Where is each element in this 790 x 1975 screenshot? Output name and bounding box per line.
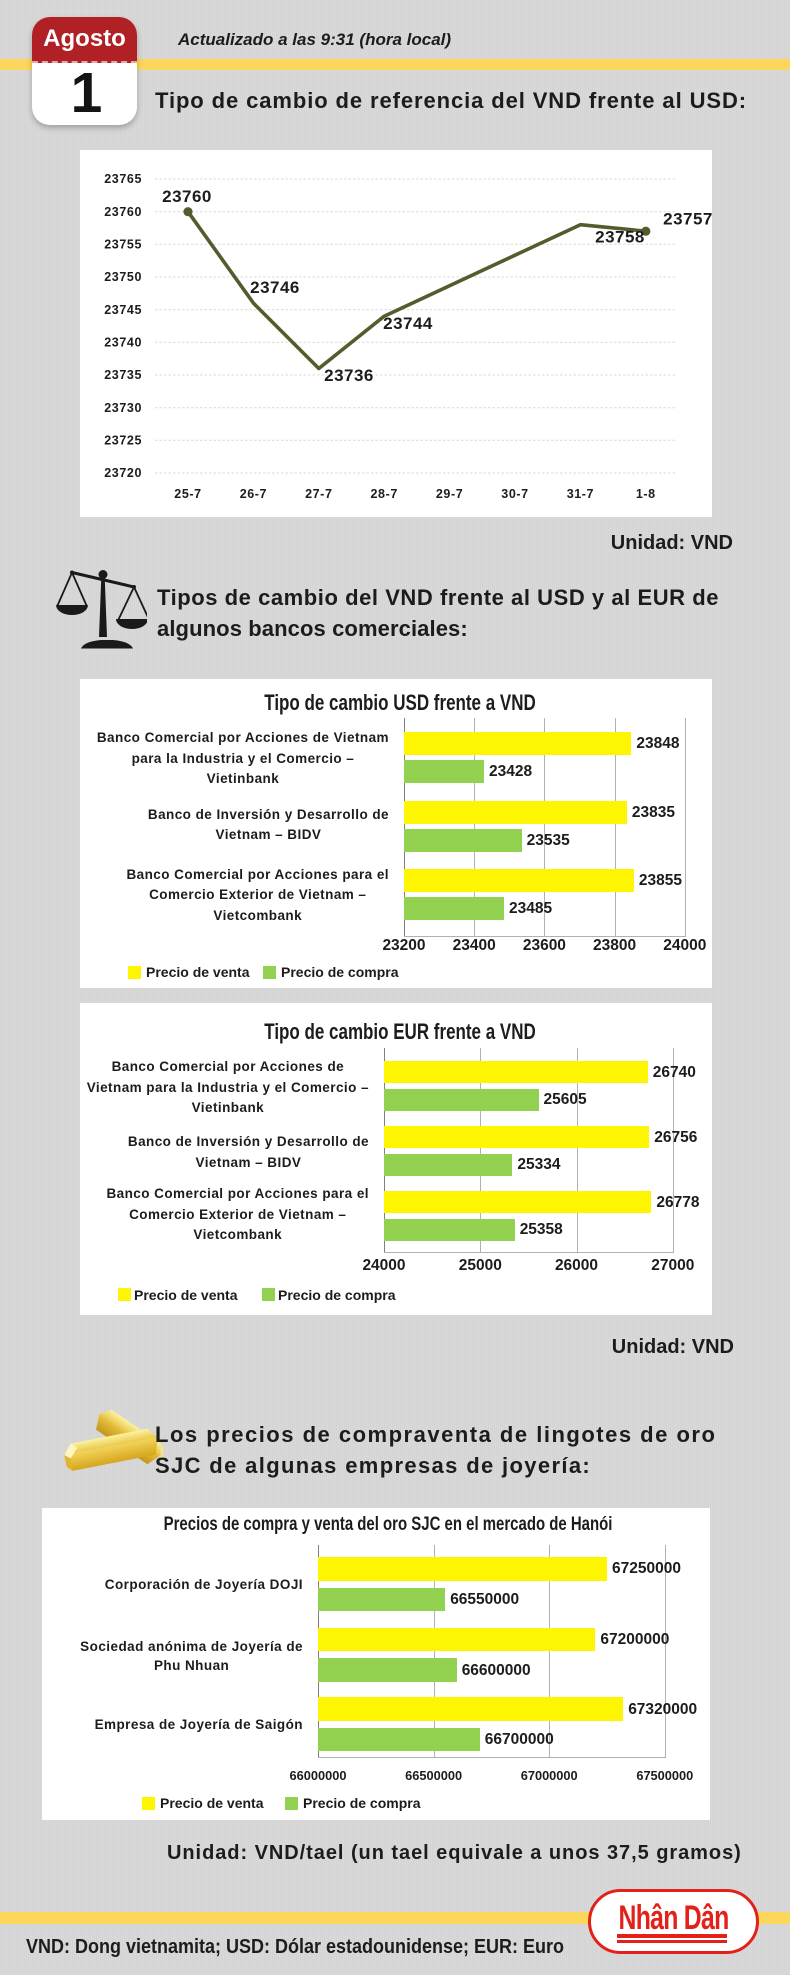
svg-text:1-8: 1-8 <box>636 487 656 501</box>
svg-text:23746: 23746 <box>250 278 300 297</box>
svg-text:23745: 23745 <box>104 303 142 317</box>
svg-text:23760: 23760 <box>162 187 212 206</box>
svg-text:30-7: 30-7 <box>501 487 528 501</box>
svg-text:23735: 23735 <box>104 368 142 382</box>
svg-text:25-7: 25-7 <box>174 487 201 501</box>
svg-text:31-7: 31-7 <box>567 487 594 501</box>
svg-text:23730: 23730 <box>104 401 142 415</box>
svg-text:23720: 23720 <box>104 466 142 480</box>
svg-text:23725: 23725 <box>104 434 142 448</box>
svg-text:29-7: 29-7 <box>436 487 463 501</box>
svg-text:27-7: 27-7 <box>305 487 332 501</box>
svg-text:23744: 23744 <box>383 314 433 333</box>
svg-text:23760: 23760 <box>104 205 142 219</box>
svg-text:23755: 23755 <box>104 238 142 252</box>
svg-text:26-7: 26-7 <box>240 487 267 501</box>
svg-text:23740: 23740 <box>104 336 142 350</box>
svg-text:23758: 23758 <box>595 228 645 247</box>
svg-text:23765: 23765 <box>104 172 142 186</box>
svg-text:23750: 23750 <box>104 270 142 284</box>
svg-text:28-7: 28-7 <box>370 487 397 501</box>
svg-text:23736: 23736 <box>324 366 374 385</box>
svg-text:23757: 23757 <box>663 210 712 229</box>
